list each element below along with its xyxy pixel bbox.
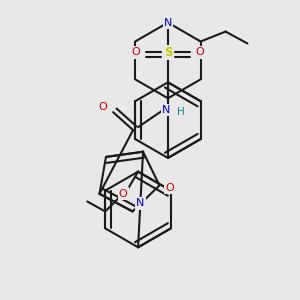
Text: O: O [165, 183, 174, 194]
Text: N: N [162, 105, 170, 115]
Text: N: N [164, 18, 172, 28]
Text: O: O [195, 47, 204, 58]
Text: S: S [164, 46, 172, 59]
Text: N: N [136, 198, 145, 208]
Text: O: O [99, 102, 108, 112]
Text: H: H [177, 107, 185, 117]
Text: O: O [119, 188, 128, 199]
Text: O: O [132, 47, 140, 58]
